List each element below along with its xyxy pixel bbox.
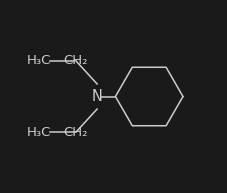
- Text: CH₂: CH₂: [64, 126, 88, 139]
- Text: N: N: [92, 89, 103, 104]
- Text: H₃C: H₃C: [27, 54, 51, 67]
- Text: CH₂: CH₂: [64, 54, 88, 67]
- Text: H₃C: H₃C: [27, 126, 51, 139]
